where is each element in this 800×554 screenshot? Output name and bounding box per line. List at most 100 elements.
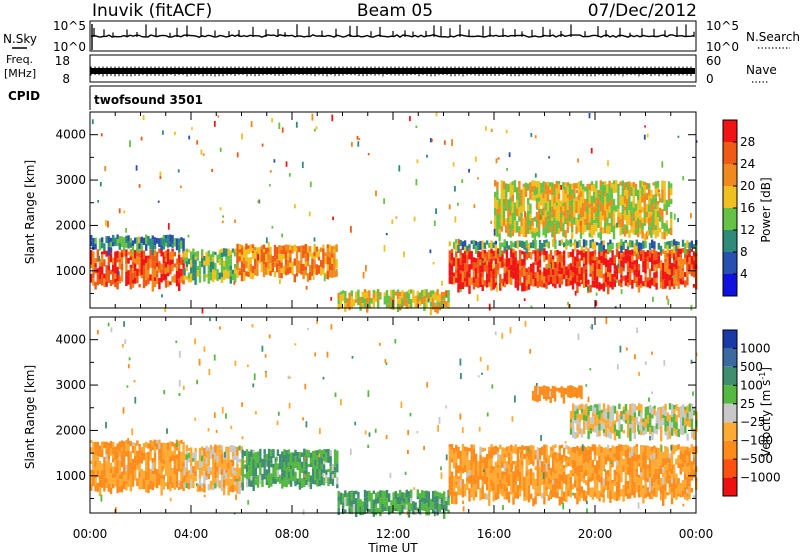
heatmap-cell bbox=[562, 215, 565, 224]
heatmap-cell bbox=[518, 207, 521, 213]
heatmap-cell bbox=[502, 199, 506, 208]
heatmap-cell bbox=[514, 395, 516, 403]
heatmap-cell bbox=[220, 475, 224, 483]
heatmap-cell bbox=[608, 185, 611, 194]
heatmap-cell bbox=[618, 478, 621, 483]
heatmap-cell bbox=[615, 205, 618, 212]
heatmap-cell bbox=[657, 485, 660, 491]
heatmap-cell bbox=[657, 454, 660, 462]
heatmap-cell bbox=[644, 459, 647, 463]
heatmap-cell bbox=[305, 469, 308, 475]
heatmap-cell bbox=[595, 211, 598, 218]
heatmap-cell bbox=[436, 495, 439, 503]
heatmap-cell bbox=[156, 255, 159, 263]
heatmap-cell bbox=[612, 206, 616, 211]
heatmap-cell bbox=[418, 508, 422, 515]
heatmap-cell bbox=[545, 239, 548, 243]
heatmap-cell bbox=[151, 282, 154, 292]
heatmap-cell bbox=[498, 220, 501, 229]
heatmap-cell bbox=[518, 485, 522, 489]
heatmap-cell bbox=[346, 303, 349, 308]
heatmap-cell bbox=[243, 257, 246, 264]
heatmap-cell bbox=[662, 497, 665, 506]
heatmap-cell bbox=[178, 278, 181, 283]
heatmap-cell bbox=[591, 276, 594, 281]
heatmap-cell bbox=[655, 459, 658, 468]
heatmap-cell bbox=[194, 471, 197, 477]
heatmap-cell bbox=[500, 213, 503, 222]
heatmap-cell bbox=[180, 451, 183, 457]
heatmap-cell bbox=[156, 277, 159, 284]
heatmap-cell bbox=[629, 404, 632, 413]
heatmap-cell bbox=[278, 465, 282, 470]
heatmap-cell bbox=[664, 241, 667, 249]
heatmap-cell bbox=[688, 270, 691, 275]
heatmap-cell bbox=[622, 414, 625, 422]
heatmap-cell bbox=[390, 289, 393, 298]
heatmap-cell bbox=[624, 480, 627, 486]
heatmap-cell bbox=[470, 492, 473, 498]
heatmap-cell bbox=[507, 269, 511, 278]
heatmap-cell bbox=[583, 408, 586, 415]
heatmap-cell bbox=[276, 263, 279, 273]
heatmap-cell bbox=[169, 445, 172, 453]
heatmap-cell bbox=[534, 250, 537, 257]
heatmap-cell bbox=[267, 473, 271, 482]
heatmap-cell bbox=[547, 470, 550, 475]
heatmap-cell bbox=[554, 490, 557, 498]
heatmap-cell bbox=[138, 449, 141, 456]
heatmap-cell bbox=[101, 470, 104, 475]
heatmap-cell bbox=[253, 373, 256, 380]
heatmap-cell bbox=[369, 306, 372, 309]
heatmap-cell bbox=[670, 274, 674, 278]
heatmap-cell bbox=[568, 221, 572, 227]
heatmap-cell bbox=[164, 238, 168, 244]
heatmap-cell bbox=[123, 456, 126, 463]
heatmap-cell bbox=[407, 502, 411, 510]
heatmap-cell bbox=[238, 256, 241, 262]
heatmap-cell bbox=[675, 269, 678, 273]
heatmap-cell bbox=[183, 250, 186, 258]
heatmap-cell bbox=[294, 449, 297, 457]
heatmap-cell bbox=[175, 458, 178, 465]
heatmap-cell bbox=[116, 466, 119, 474]
heatmap-cell bbox=[418, 292, 422, 301]
heatmap-cell bbox=[515, 270, 517, 278]
heatmap-cell bbox=[667, 189, 671, 194]
heatmap-cell bbox=[596, 489, 599, 493]
heatmap-cell bbox=[481, 284, 484, 291]
heatmap-cell bbox=[572, 429, 575, 438]
heatmap-cell bbox=[555, 194, 558, 203]
heatmap-cell bbox=[618, 242, 621, 249]
heatmap-cell bbox=[677, 411, 680, 418]
heatmap-cell bbox=[250, 480, 253, 487]
heatmap-cell bbox=[234, 446, 237, 453]
heatmap-cell bbox=[470, 487, 473, 493]
heatmap-cell bbox=[461, 467, 465, 474]
heatmap-cell bbox=[576, 275, 579, 282]
heatmap-cell bbox=[643, 233, 646, 242]
heatmap-cell bbox=[445, 454, 448, 461]
heatmap-cell bbox=[632, 207, 635, 214]
heatmap-cell bbox=[490, 282, 493, 291]
heatmap-cell bbox=[583, 420, 586, 426]
heatmap-cell bbox=[205, 463, 208, 468]
heatmap-cell bbox=[573, 206, 576, 214]
heatmap-cell bbox=[423, 446, 425, 451]
heatmap-cell bbox=[590, 181, 594, 185]
heatmap-cell bbox=[602, 460, 605, 466]
heatmap-cell bbox=[287, 268, 290, 275]
heatmap-cell bbox=[448, 258, 451, 263]
heatmap-cell bbox=[531, 218, 534, 227]
heatmap-cell bbox=[149, 451, 152, 461]
heatmap-cell bbox=[147, 270, 150, 278]
heatmap-cell bbox=[551, 389, 555, 394]
heatmap-cell bbox=[388, 303, 391, 308]
heatmap-cell bbox=[461, 444, 465, 453]
heatmap-cell bbox=[236, 459, 239, 464]
heatmap-cell bbox=[118, 251, 121, 260]
heatmap-cell bbox=[158, 269, 161, 273]
heatmap-cell bbox=[304, 262, 307, 267]
heatmap-cell bbox=[545, 395, 548, 401]
heatmap-cell bbox=[518, 185, 521, 193]
